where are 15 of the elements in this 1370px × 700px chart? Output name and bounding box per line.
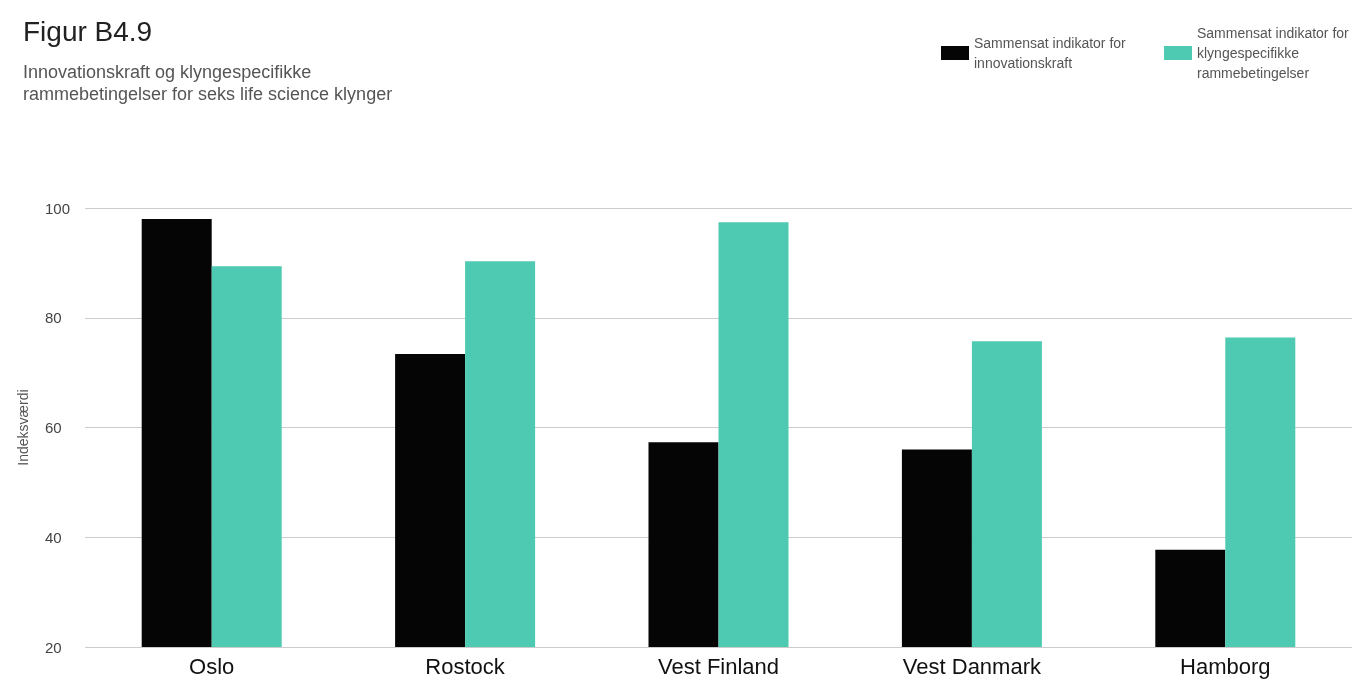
y-tick-label: 20: [45, 638, 62, 656]
legend-label: Sammensat indikator for innovationskraft: [974, 35, 1130, 71]
y-tick-label: 80: [45, 309, 62, 327]
x-tick-label: Vest Danmark: [902, 653, 1042, 679]
y-tick-label: 100: [45, 199, 71, 217]
y-tick-label: 60: [45, 419, 62, 436]
legend-label: Sammensat indikator for klyngespecifikke rammebetingelser: [1197, 25, 1353, 81]
x-tick-label: Hamborg: [1180, 653, 1271, 679]
y-tick-label: 40: [45, 528, 62, 546]
x-tick-label: Oslo: [189, 653, 235, 679]
y-axis-title: Indeksværdi: [15, 389, 31, 466]
x-tick-label: Vest Finland: [657, 653, 780, 679]
chart-title: Figur B4.9: [23, 15, 153, 47]
chart-subtitle: Innovationskraft og klyngespecifikke rammebetingelser for seks life science klynger: [23, 62, 393, 104]
x-tick-label: Rostock: [425, 653, 506, 679]
